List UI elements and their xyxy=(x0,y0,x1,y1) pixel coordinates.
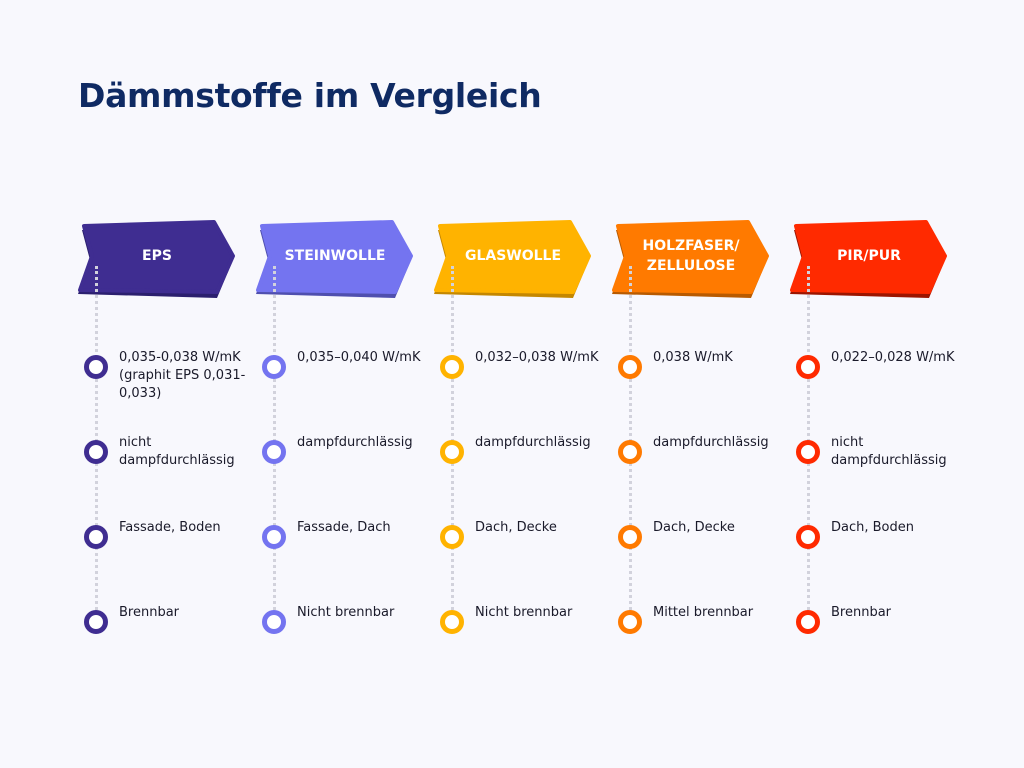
timeline-dot-icon xyxy=(84,440,108,464)
property-text: 0,022–0,028 W/mK xyxy=(831,350,955,365)
timeline-dot-icon xyxy=(618,610,642,634)
timeline-dot-icon xyxy=(440,355,464,379)
material-column: HOLZFASER/ ZELLULOSE 0,038 W/mK dampfdur… xyxy=(612,220,787,640)
timeline-dot-icon xyxy=(796,525,820,549)
material-name: HOLZFASER/ ZELLULOSE xyxy=(642,238,740,274)
material-banner: PIR/PUR xyxy=(790,220,950,302)
property-text: Dach, Decke xyxy=(475,520,557,535)
property-text: Fassade, Boden xyxy=(119,520,221,535)
page-title: Dämmstoffe im Vergleich xyxy=(78,76,542,115)
arrow-banner-shape xyxy=(434,220,591,298)
property-text: nicht dampfdurchlässig xyxy=(119,435,235,468)
material-column: PIR/PUR 0,022–0,028 W/mK nicht dampfdurc… xyxy=(790,220,965,640)
material-banner: HOLZFASER/ ZELLULOSE xyxy=(612,220,772,302)
banner-face xyxy=(256,220,413,294)
material-banner: STEINWOLLE xyxy=(256,220,416,302)
timeline-dot-icon xyxy=(796,440,820,464)
banner-face xyxy=(790,220,947,294)
arrow-banner-shape xyxy=(256,220,413,298)
property-text: Dach, Decke xyxy=(653,520,735,535)
material-column: GLASWOLLE 0,032–0,038 W/mK dampfdurchläs… xyxy=(434,220,609,640)
timeline-dot-icon xyxy=(84,525,108,549)
material-name: STEINWOLLE xyxy=(284,248,386,264)
timeline-dot-icon xyxy=(262,440,286,464)
material-column: EPS 0,035-0,038 W/mK (graphit EPS 0,031-… xyxy=(78,220,253,640)
material-column: STEINWOLLE 0,035–0,040 W/mK dampfdurchlä… xyxy=(256,220,431,640)
timeline-dot-icon xyxy=(796,355,820,379)
banner-face xyxy=(434,220,591,294)
property-text: Brennbar xyxy=(831,605,892,620)
arrow-banner-shape xyxy=(612,220,769,298)
timeline-dot-icon xyxy=(84,610,108,634)
arrow-banner-shape xyxy=(78,220,235,298)
timeline-dot-icon xyxy=(440,610,464,634)
timeline-dot-icon xyxy=(262,355,286,379)
material-name: GLASWOLLE xyxy=(464,248,562,264)
timeline-dot-icon xyxy=(796,610,820,634)
timeline-dot-icon xyxy=(618,525,642,549)
property-text: dampfdurchlässig xyxy=(475,435,591,450)
material-banner: EPS xyxy=(78,220,238,302)
arrow-banner-shape xyxy=(790,220,947,298)
property-text: dampfdurchlässig xyxy=(653,435,769,450)
property-text: Fassade, Dach xyxy=(297,520,391,535)
property-text: 0,035-0,038 W/mK (graphit EPS 0,031-0,03… xyxy=(119,350,246,401)
property-text: 0,038 W/mK xyxy=(653,350,733,365)
material-name: PIR/PUR xyxy=(837,248,901,264)
property-text: nicht dampfdurchlässig xyxy=(831,435,947,468)
timeline-dot-icon xyxy=(618,355,642,379)
property-text: Dach, Boden xyxy=(831,520,914,535)
property-text: 0,032–0,038 W/mK xyxy=(475,350,599,365)
property-text: Mittel brennbar xyxy=(653,605,754,620)
timeline-dot-icon xyxy=(84,355,108,379)
property-text: Brennbar xyxy=(119,605,180,620)
timeline-dot-icon xyxy=(440,440,464,464)
banner-face xyxy=(612,220,769,294)
timeline-dot-icon xyxy=(440,525,464,549)
material-banner: GLASWOLLE xyxy=(434,220,594,302)
property-text: Nicht brennbar xyxy=(475,605,573,620)
material-name: EPS xyxy=(142,248,172,264)
timeline-dot-icon xyxy=(262,610,286,634)
property-text: dampfdurchlässig xyxy=(297,435,413,450)
timeline-dot-icon xyxy=(618,440,642,464)
property-text: 0,035–0,040 W/mK xyxy=(297,350,421,365)
timeline-dot-icon xyxy=(262,525,286,549)
property-text: Nicht brennbar xyxy=(297,605,395,620)
banner-face xyxy=(78,220,235,294)
